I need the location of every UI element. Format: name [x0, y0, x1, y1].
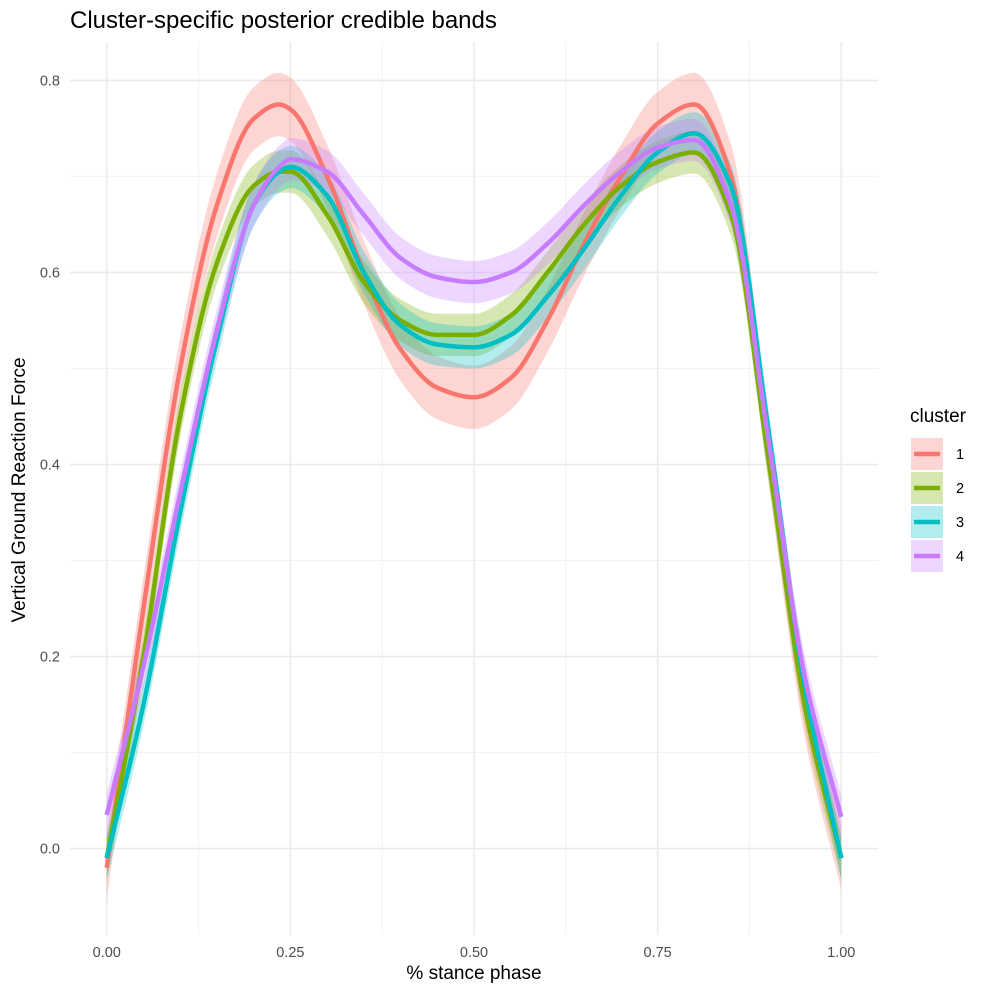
legend-label: 4	[956, 549, 964, 565]
y-axis-title: Vertical Ground Reaction Force	[9, 357, 30, 622]
x-tick-label: 0.50	[460, 945, 488, 961]
legend-label: 1	[956, 447, 964, 463]
x-tick-label: 0.00	[93, 945, 121, 961]
chart-title: Cluster-specific posterior credible band…	[70, 7, 497, 34]
legend-item-cluster-4: 4	[911, 540, 964, 572]
legend-label: 2	[956, 481, 964, 497]
series-line-cluster-1	[104, 102, 844, 869]
legend: cluster 1 2 3 4	[910, 406, 967, 572]
y-tick-label: 0.8	[40, 73, 60, 89]
x-tick-label: 1.00	[827, 945, 855, 961]
y-tick-label: 0.0	[40, 842, 60, 858]
x-tick-label: 0.75	[644, 945, 672, 961]
legend-item-cluster-1: 1	[911, 438, 964, 470]
series-line-cluster-2	[104, 150, 844, 859]
legend-title: cluster	[910, 406, 967, 427]
x-tick-label: 0.25	[276, 945, 304, 961]
grid	[70, 42, 878, 935]
series-line-cluster-4	[104, 137, 844, 818]
y-axis-ticks: 0.0 0.2 0.4 0.6 0.8	[40, 73, 60, 857]
series-lines	[104, 102, 844, 869]
credible-band-cluster-4	[106, 118, 842, 839]
y-tick-label: 0.6	[40, 265, 60, 281]
legend-label: 3	[956, 515, 964, 531]
x-axis-ticks: 0.00 0.25 0.50 0.75 1.00	[93, 945, 856, 961]
x-axis-title: % stance phase	[406, 963, 541, 984]
legend-item-cluster-3: 3	[911, 506, 964, 538]
y-tick-label: 0.2	[40, 650, 60, 666]
credible-bands	[106, 72, 842, 900]
legend-item-cluster-2: 2	[911, 472, 964, 504]
y-tick-label: 0.4	[40, 457, 60, 473]
